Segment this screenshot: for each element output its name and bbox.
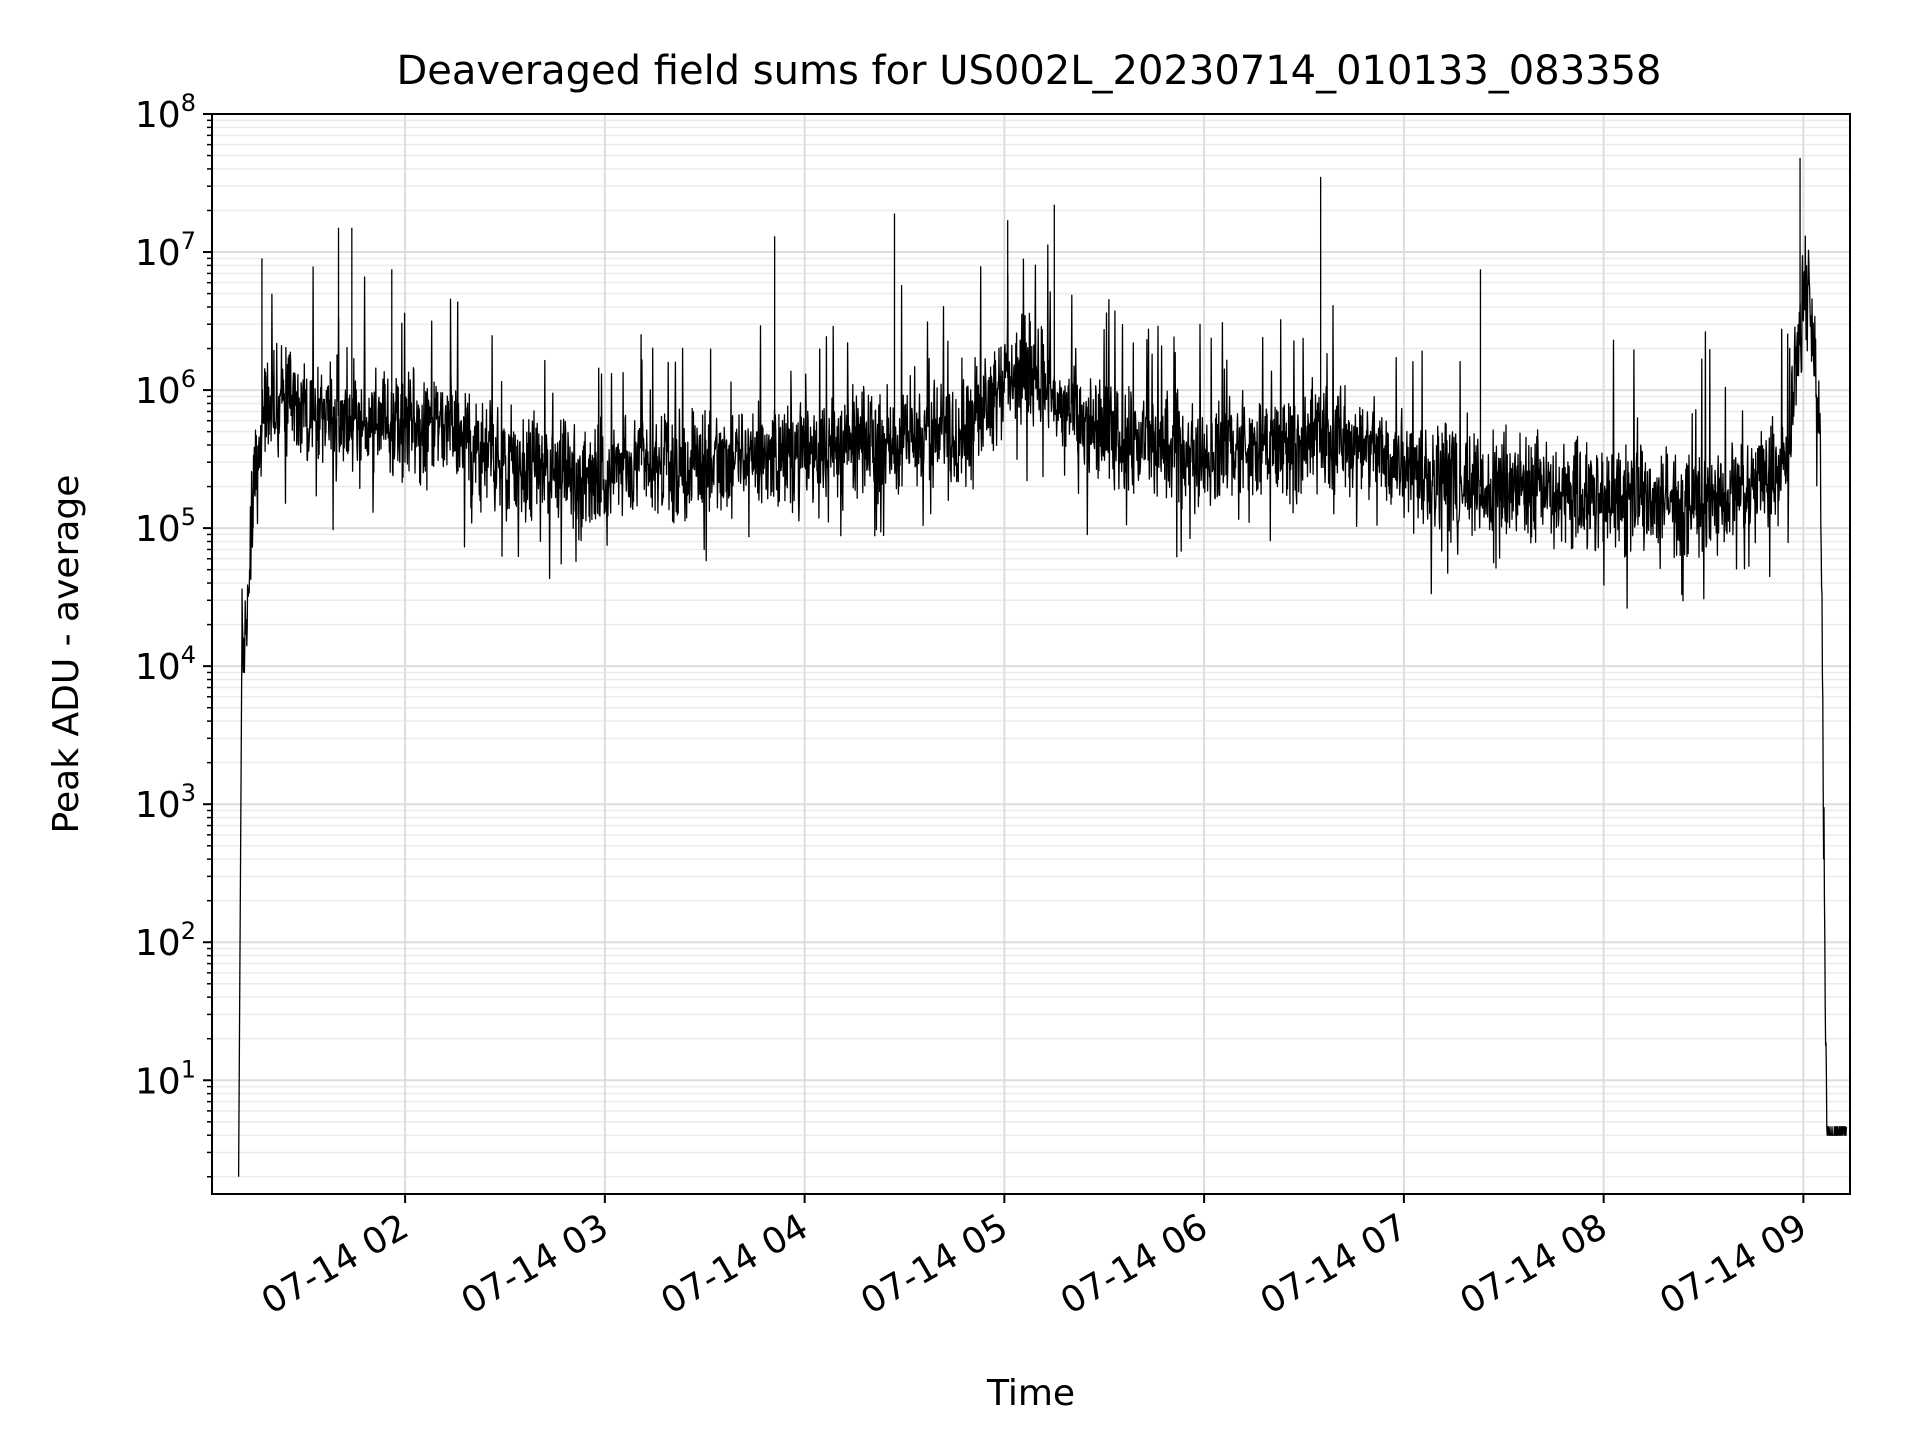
y-tick-label: 101 (135, 1055, 196, 1102)
y-tick-label: 105 (135, 503, 196, 550)
minor-grid (212, 119, 1850, 1178)
y-tick-label: 104 (135, 641, 196, 688)
x-axis-label: Time (986, 1373, 1075, 1414)
plot-area-frame (211, 113, 1851, 1195)
chart-title: Deaveraged field sums for US002L_2023071… (397, 48, 1662, 94)
y-tick-label: 102 (135, 917, 196, 964)
y-tick-label: 108 (135, 89, 196, 136)
y-tick-label: 107 (135, 227, 196, 274)
y-tick-label: 106 (135, 365, 196, 412)
y-tick-label: 103 (135, 779, 196, 826)
y-axis: 101 102 103 104 105 106 107 108 (135, 89, 212, 1178)
y-axis-label: Peak ADU - average (46, 475, 87, 834)
series-layer (237, 158, 1848, 1177)
series-line (237, 235, 1848, 1177)
